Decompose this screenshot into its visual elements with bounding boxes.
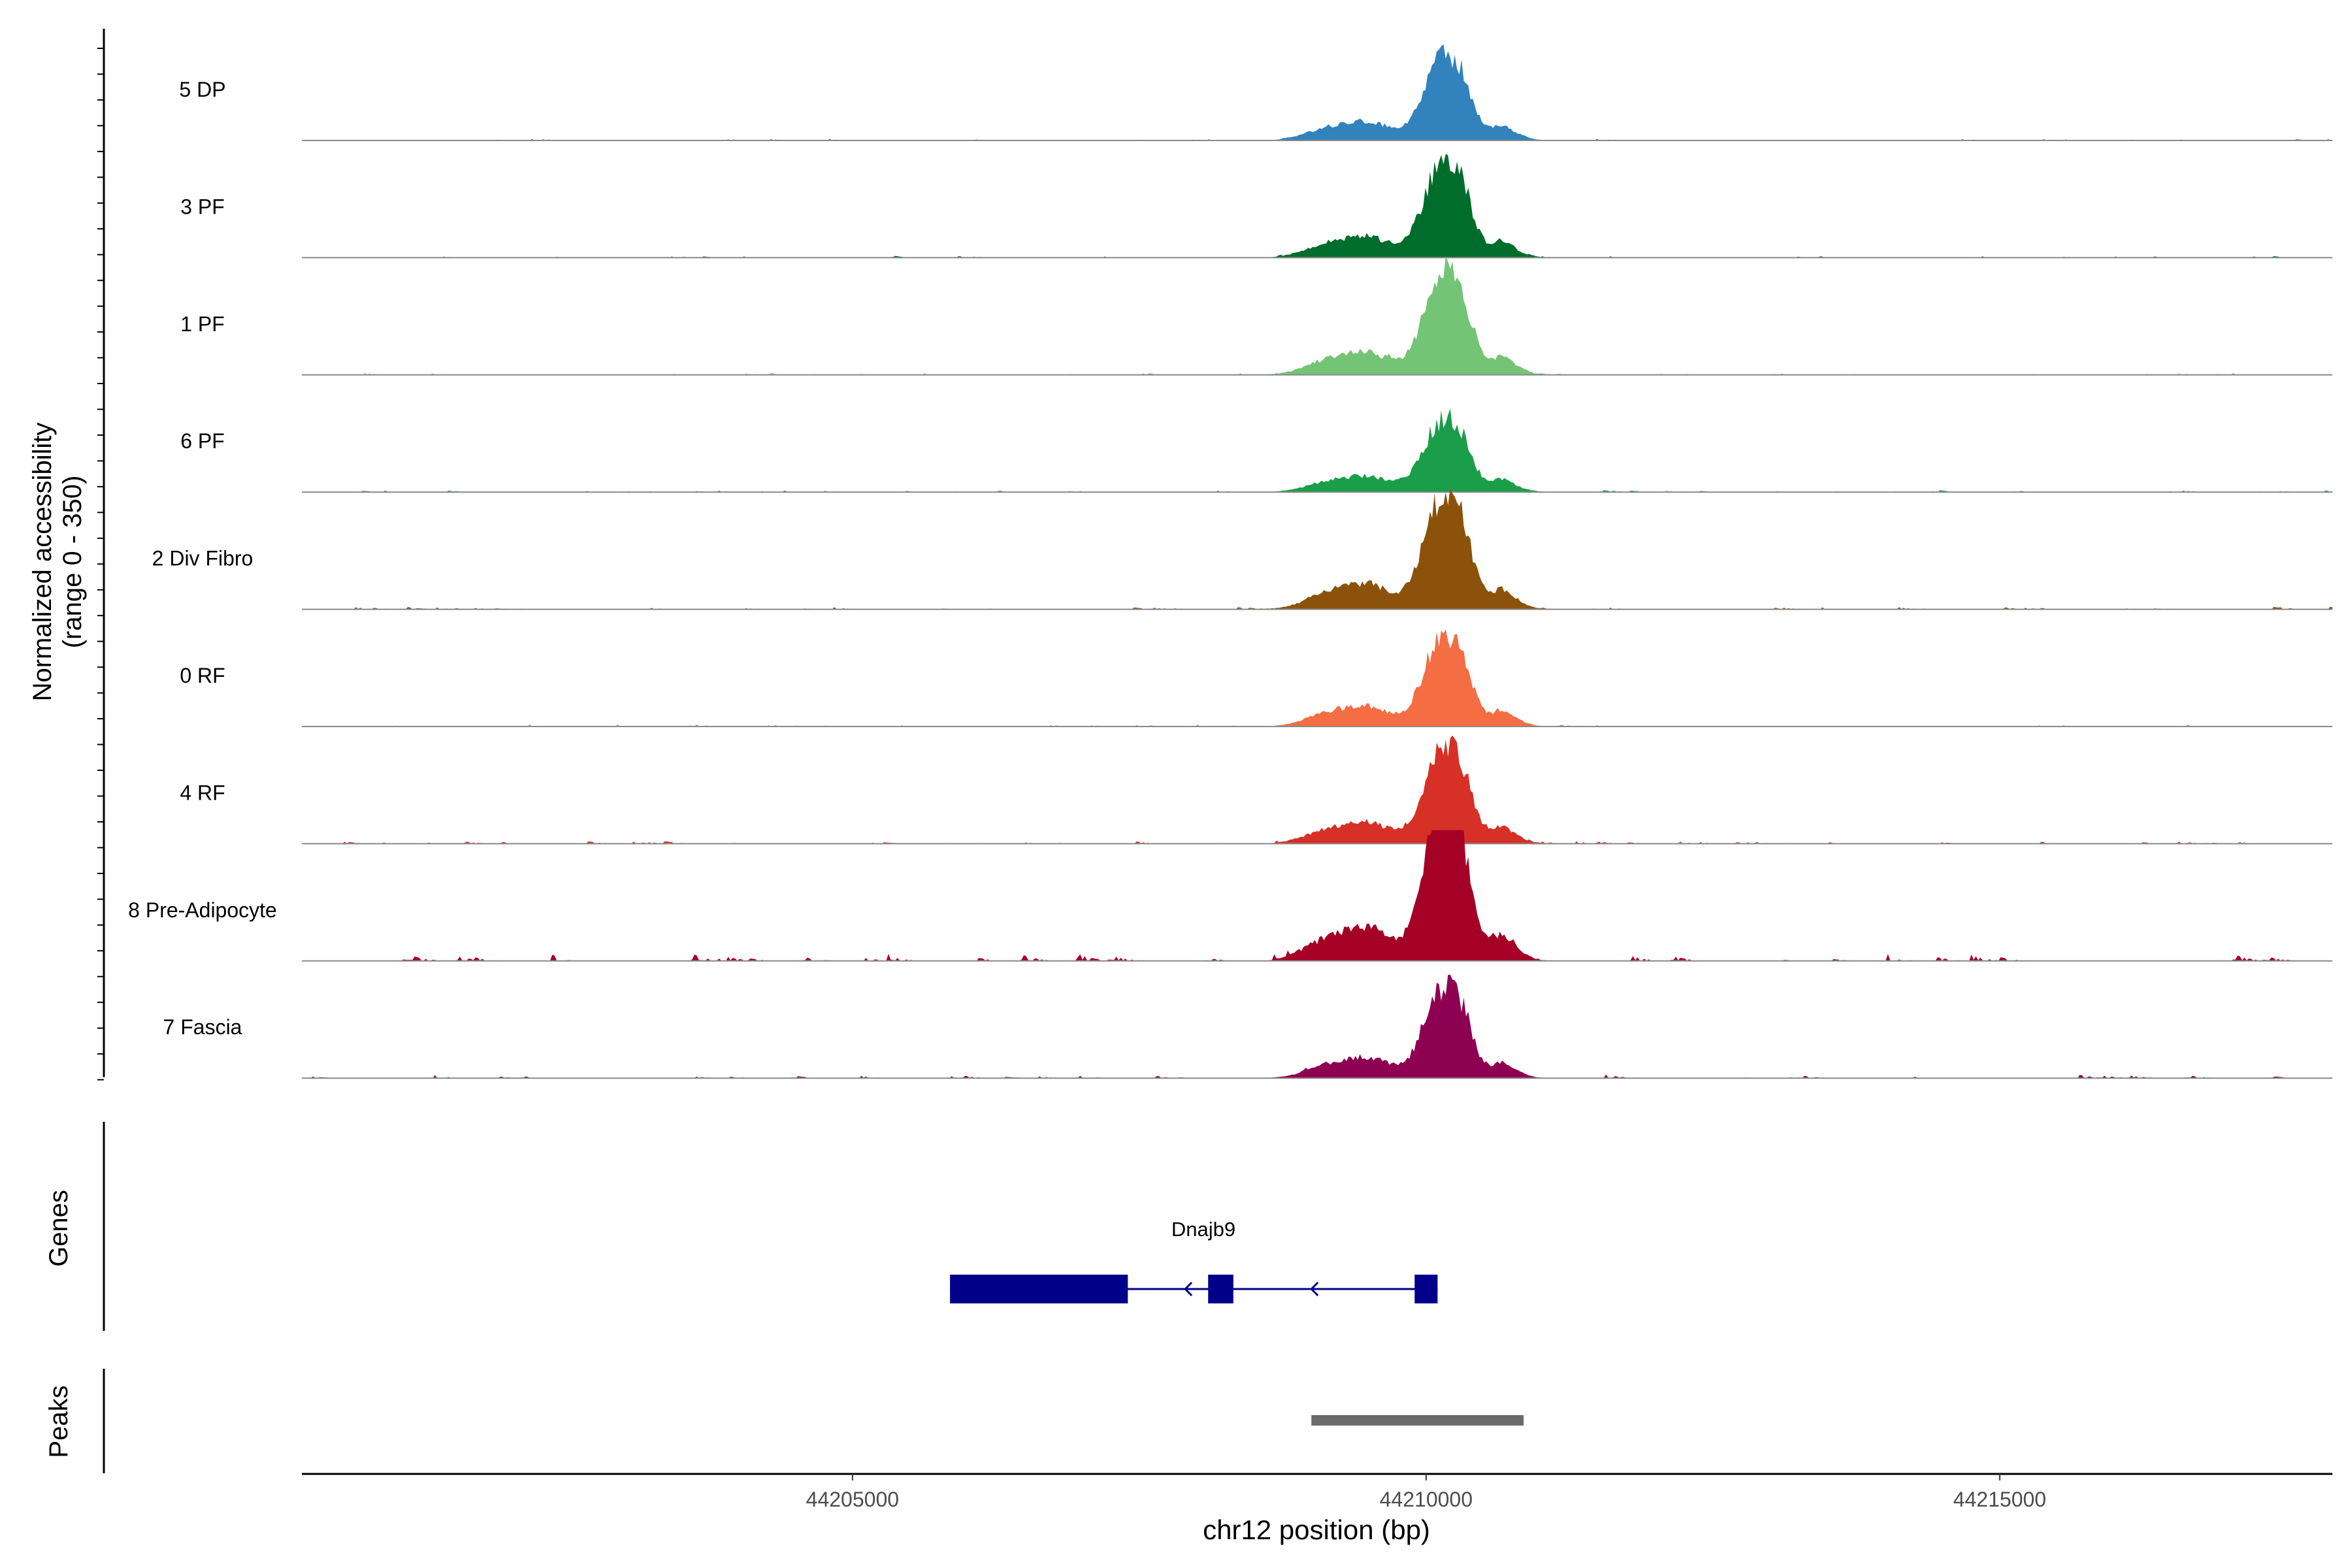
track-label: 5 DP: [179, 78, 225, 101]
x-axis-title: chr12 position (bp): [1203, 1514, 1430, 1545]
peak-region: [1311, 1415, 1524, 1426]
track-label: 3 PF: [180, 195, 225, 218]
coverage-area: [302, 154, 2332, 258]
track-label: 1 PF: [180, 312, 225, 336]
peaks-track: [103, 1369, 1524, 1473]
coverage-track: 6 PF: [180, 408, 2332, 493]
coverage-track: 3 PF: [180, 154, 2332, 259]
coverage-area: [302, 255, 2332, 375]
coverage-area: [302, 830, 2332, 961]
x-tick-label: 44210000: [1380, 1488, 1473, 1511]
strand-arrow: [1183, 1281, 1193, 1297]
y-axis-title-line2: (range 0 - 350): [58, 476, 87, 649]
genes-track: [103, 1122, 1438, 1331]
gene-exon: [950, 1275, 1128, 1303]
track-label: 2 Div Fibro: [152, 547, 253, 570]
coverage-track: 4 RF: [180, 735, 2332, 845]
coverage-track: 8 Pre-Adipocyte: [128, 830, 2332, 962]
genes-panel-label: Genes: [44, 1190, 73, 1267]
track-label: 6 PF: [180, 429, 225, 453]
coverage-track: 1 PF: [180, 255, 2332, 376]
track-label: 8 Pre-Adipocyte: [128, 898, 277, 922]
track-label: 4 RF: [180, 781, 225, 804]
coverage-area: [302, 44, 2332, 141]
strand-arrow: [1310, 1281, 1319, 1297]
coverage-area: [302, 408, 2332, 493]
track-label: 0 RF: [180, 664, 225, 687]
coverage-tracks: 5 DP 3 PF 1 PF 6 PF 2 Div Fibro 0 RF 4 RF 8 Pre…: [97, 29, 2332, 1081]
coverage-track: 7 Fascia: [163, 974, 2332, 1079]
x-tick-label: 44215000: [1953, 1488, 2046, 1511]
track-label: 7 Fascia: [163, 1015, 242, 1039]
y-axis-title-line1: Normalized accessibility: [28, 423, 57, 702]
coverage-area: [302, 735, 2332, 844]
gene-exon: [1208, 1275, 1233, 1303]
coverage-area: [302, 974, 2332, 1079]
coverage-track: 2 Div Fibro: [152, 488, 2332, 610]
coverage-area: [302, 629, 2332, 727]
coverage-area: [302, 488, 2332, 610]
x-axis: 44205000 44210000 44215000: [302, 1473, 2332, 1511]
gene-name-label: Dnajb9: [1171, 1218, 1235, 1241]
x-tick-label: 44205000: [806, 1488, 899, 1511]
coverage-track: 5 DP: [179, 44, 2332, 141]
peaks-panel-label: Peaks: [44, 1385, 73, 1458]
strand-arrow: [1424, 1281, 1433, 1297]
coverage-track: 0 RF: [180, 629, 2332, 727]
